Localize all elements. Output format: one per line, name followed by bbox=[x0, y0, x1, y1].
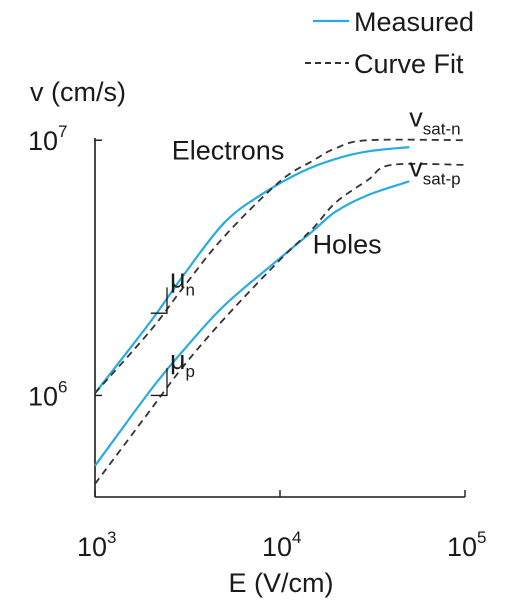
x-tick-label: 105 bbox=[447, 528, 487, 562]
annotation-mun: μn bbox=[170, 263, 195, 299]
y-tick-label: 107 bbox=[28, 122, 68, 156]
slope-marks bbox=[150, 287, 168, 397]
fit-curve-3 bbox=[94, 162, 466, 485]
legend-measured-label: Measured bbox=[354, 7, 474, 37]
slope-triangle-1 bbox=[150, 368, 168, 397]
tick-labels: 103 104 105 106 107 bbox=[28, 122, 487, 562]
annotation-vsatn: vsat-n bbox=[409, 103, 460, 139]
slope-triangle-0 bbox=[150, 287, 168, 314]
x-tick-label: 104 bbox=[262, 528, 302, 562]
measured-curve-2 bbox=[94, 180, 410, 467]
legend-fit-label: Curve Fit bbox=[354, 49, 464, 79]
annotation-mup: μp bbox=[170, 345, 195, 381]
measured-curve-0 bbox=[94, 146, 410, 394]
x-tick-label: 103 bbox=[77, 528, 117, 562]
y-axis-label: v (cm/s) bbox=[30, 77, 126, 107]
annotation-vsatp: vsat-p bbox=[409, 153, 460, 189]
annotation-electrons: Electrons bbox=[172, 136, 285, 166]
x-axis-label: E (V/cm) bbox=[229, 568, 334, 598]
y-tick-label: 106 bbox=[28, 377, 68, 411]
legend: Measured Curve Fit bbox=[305, 7, 474, 79]
axes bbox=[94, 138, 466, 498]
annotations: Electrons Holes vsat-n vsat-p μn μp bbox=[170, 103, 461, 381]
fit-curve-1 bbox=[94, 138, 466, 394]
annotation-holes: Holes bbox=[313, 229, 382, 259]
series-group bbox=[94, 138, 466, 485]
